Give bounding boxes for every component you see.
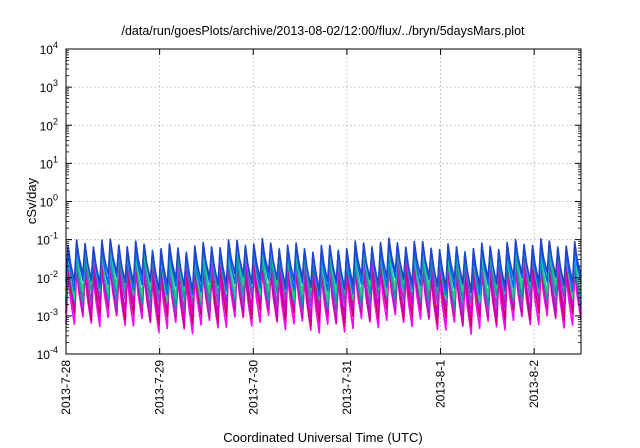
series-lines (65, 237, 582, 335)
x-tick-label: 2013-7-29 (153, 360, 167, 415)
x-tick-label: 2013-7-28 (59, 360, 73, 415)
x-tick-label: 2013-8-1 (434, 360, 448, 408)
x-axis-label: Coordinated Universal Time (UTC) (223, 430, 422, 445)
ticks (65, 48, 581, 355)
x-tick-label: 2013-7-31 (340, 360, 354, 415)
y-tick-label: 10-3 (37, 307, 58, 324)
y-tick-label: 10-1 (37, 231, 58, 248)
y-tick-label: 10-4 (37, 345, 58, 362)
chart-title: /data/run/goesPlots/archive/2013-08-02/1… (121, 24, 525, 38)
y-tick-label: 10-2 (37, 269, 58, 286)
y-tick-label: 102 (40, 116, 58, 133)
x-tick-labels: 2013-7-28 2013-7-29 2013-7-30 2013-7-31 2013… (59, 360, 541, 415)
y-tick-label: 104 (40, 40, 58, 57)
x-tick-label: 2013-8-2 (527, 360, 541, 408)
y-tick-label: 103 (40, 78, 58, 95)
series-line (65, 237, 582, 293)
y-tick-label: 100 (40, 193, 58, 210)
y-axis-label: cSv/day (24, 177, 39, 224)
x-tick-label: 2013-7-30 (246, 360, 260, 415)
y-tick-label: 101 (40, 154, 58, 171)
y-tick-labels: 10-4 10-3 10-2 10-1 100 101 102 103 104 (37, 40, 58, 362)
